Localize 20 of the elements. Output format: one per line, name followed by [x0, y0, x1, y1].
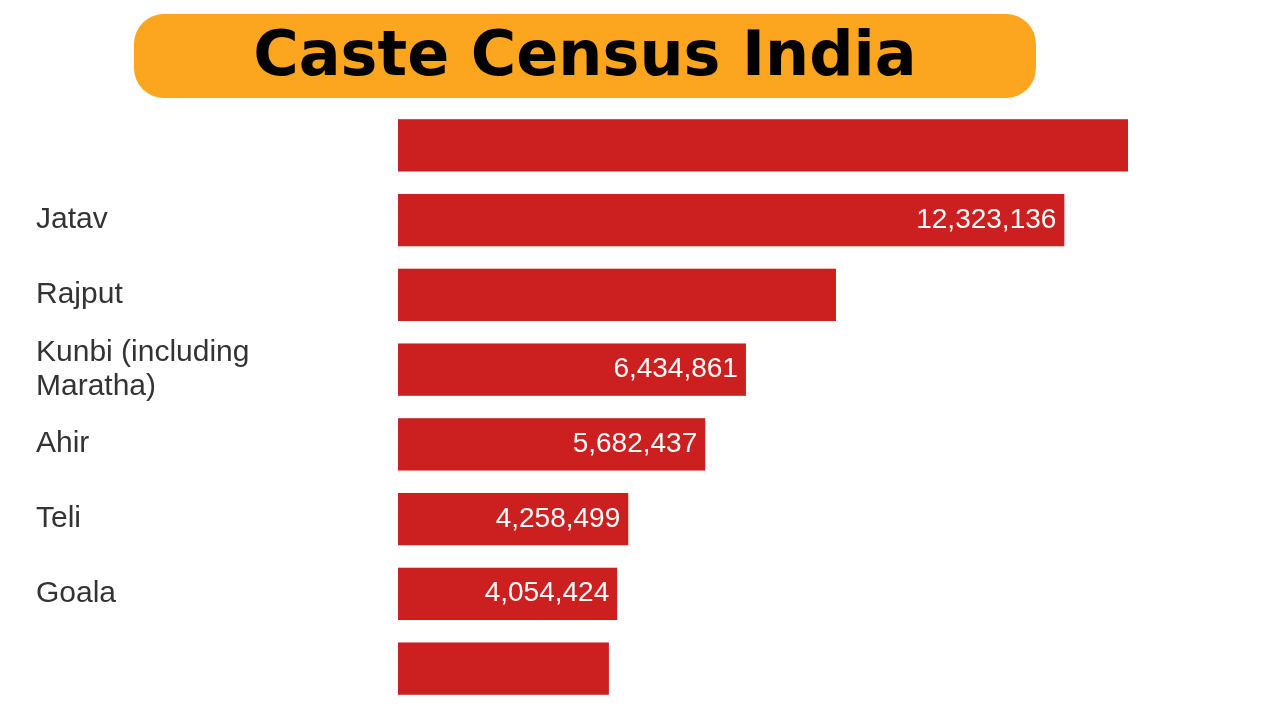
- bar: [398, 567, 618, 621]
- bar: [398, 642, 609, 695]
- bar: [398, 119, 1128, 172]
- y-tick-label: Jatav: [36, 201, 108, 235]
- bar: [398, 268, 836, 322]
- y-tick-label: Rajput: [36, 275, 124, 309]
- data-label: 12,323,136: [916, 202, 1057, 234]
- y-tick-label: Ahir: [36, 425, 90, 459]
- y-tick-label: Teli: [36, 500, 82, 534]
- data-label: 6,434,861: [613, 352, 738, 384]
- bar: [398, 418, 706, 471]
- bar: [398, 492, 629, 546]
- bar: [398, 193, 1065, 247]
- data-label: 4,258,499: [495, 501, 621, 533]
- y-tick-label: Kunbi (including Maratha): [36, 333, 250, 401]
- data-label: 4,054,424: [484, 576, 610, 608]
- bar: [398, 343, 746, 396]
- y-tick-label: Goala: [36, 574, 117, 608]
- data-label: 5,682,437: [572, 426, 698, 458]
- chart-title: Caste Census India: [253, 17, 917, 91]
